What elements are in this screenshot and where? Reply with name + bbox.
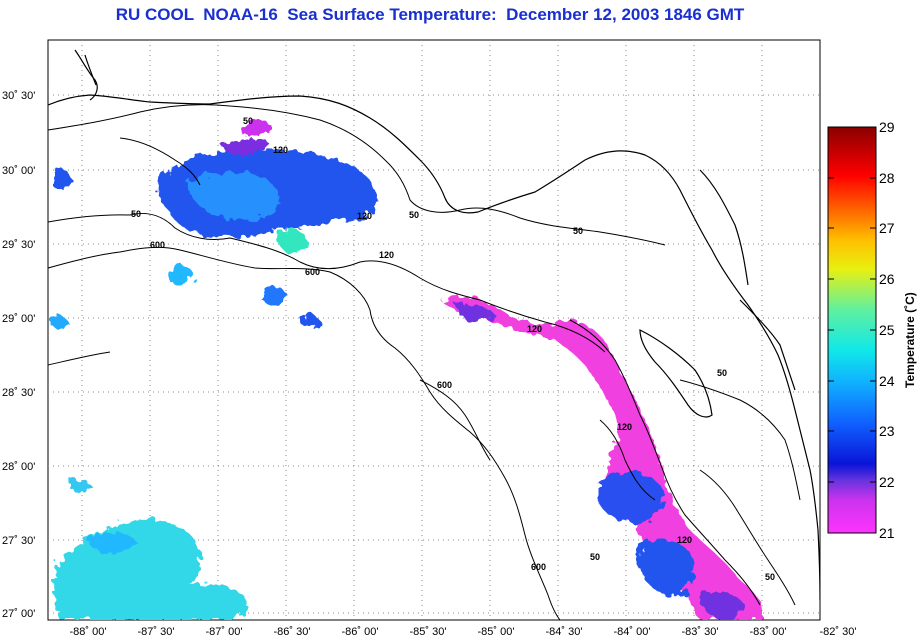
contour-label: 50 (131, 209, 141, 219)
contour-label: 120 (379, 250, 394, 260)
lon-label: -83˚ 00' (750, 626, 787, 638)
contour-label: 50 (717, 368, 727, 378)
colorbar-tick-label: 27 (879, 220, 895, 236)
colorbar: 29 28 27 26 25 24 23 22 21 Temperature (… (827, 119, 917, 541)
sst-patch-central-band (440, 295, 764, 620)
colorbar-ticks (828, 126, 876, 534)
sst-patch-southwest-blue (89, 532, 135, 554)
lon-label: -87˚ 30' (138, 626, 175, 638)
contour-label: 50 (243, 116, 253, 126)
sst-patch-west-small4 (300, 314, 320, 328)
contour-label: 50 (573, 226, 583, 236)
colorbar-label: Temperature (˚C) (903, 292, 917, 388)
contour-label: 120 (617, 422, 632, 432)
lon-label: -88˚ 00' (70, 626, 107, 638)
lat-label: 28˚ 30' (2, 387, 35, 399)
contour-label: 120 (527, 324, 542, 334)
sst-patch-northwest-purple (224, 138, 268, 156)
sst-patch-west-small3 (262, 287, 288, 304)
colorbar-tick-label: 28 (879, 170, 895, 186)
colorbar-tick-label: 21 (879, 525, 895, 541)
colorbar-tick-label: 22 (879, 474, 895, 490)
longitude-labels: -88˚ 00' -87˚ 30' -87˚ 00' -86˚ 30' -86˚… (70, 626, 857, 638)
lat-label: 29˚ 00' (2, 313, 35, 325)
sst-patch-south-blue (597, 472, 664, 524)
grid-lines (48, 40, 820, 620)
lon-label: -86˚ 30' (274, 626, 311, 638)
sst-patch-central-purple (455, 303, 495, 321)
lon-label: -82˚ 30' (820, 626, 857, 638)
contour-label: 50 (590, 552, 600, 562)
colorbar-tick-label: 24 (879, 373, 895, 389)
lon-label: -84˚ 30' (546, 626, 583, 638)
contour-label: 600 (531, 562, 546, 572)
sst-data-layer (50, 120, 764, 620)
lat-label: 27˚ 30' (2, 535, 35, 547)
contour-label: 600 (150, 240, 165, 250)
colorbar-tick-label: 25 (879, 322, 895, 338)
colorbar-tick-labels: 29 28 27 26 25 24 23 22 21 (879, 119, 895, 541)
sst-patch-far-west (50, 314, 68, 330)
lon-label: -83˚ 30' (682, 626, 719, 638)
latitude-labels: 30˚ 30' 30˚ 00' 29˚ 30' 29˚ 00' 28˚ 30' … (2, 90, 35, 620)
lon-label: -87˚ 00' (206, 626, 243, 638)
sst-patch-northwest-cyan (188, 171, 280, 220)
coastline (48, 49, 820, 601)
contour-labels: 50 120 50 120 50 600 600 120 50 120 600 … (131, 116, 775, 582)
contour-label: 600 (437, 380, 452, 390)
contour-label: 50 (409, 210, 419, 220)
lon-label: -85˚ 00' (478, 626, 515, 638)
lon-label: -85˚ 30' (410, 626, 447, 638)
sst-patch-northwest-green (278, 229, 308, 254)
sst-patch-south-purple (700, 591, 745, 620)
contour-label: 120 (273, 145, 288, 155)
contour-label: 600 (305, 267, 320, 277)
map-frame (47, 39, 821, 621)
colorbar-tick-label: 23 (879, 423, 895, 439)
lat-label: 29˚ 30' (2, 239, 35, 251)
sst-patch-southwest-small (70, 478, 90, 493)
lon-label: -84˚ 00' (614, 626, 651, 638)
bathymetry-contours (48, 104, 801, 620)
lat-label: 30˚ 00' (2, 165, 35, 177)
sst-patch-north-magenta (240, 120, 270, 137)
sst-patch-south-blue2 (637, 539, 696, 596)
colorbar-gradient (827, 126, 877, 534)
map-title: RU COOL NOAA-16 Sea Surface Temperature:… (115, 5, 745, 24)
lat-label: 28˚ 00' (2, 461, 35, 473)
contour-label: 120 (357, 211, 372, 221)
sst-patch-west-small (52, 168, 72, 190)
colorbar-tick-label: 29 (879, 119, 895, 135)
colorbar-tick-label: 26 (879, 271, 895, 287)
lat-label: 30˚ 30' (2, 90, 35, 102)
lon-label: -86˚ 00' (342, 626, 379, 638)
sst-patch-west-small2 (170, 265, 194, 286)
contour-label: 120 (677, 535, 692, 545)
contour-label: 50 (765, 572, 775, 582)
lat-label: 27˚ 00' (2, 608, 35, 620)
